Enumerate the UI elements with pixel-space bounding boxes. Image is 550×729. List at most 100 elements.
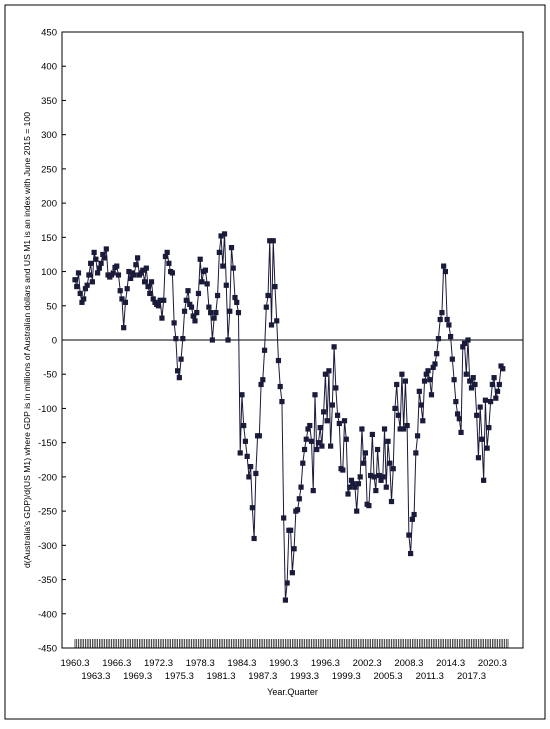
data-point [376, 472, 382, 479]
data-point [288, 527, 294, 533]
data-point [265, 292, 271, 299]
data-point [369, 431, 375, 438]
data-point [155, 303, 162, 309]
data-point [98, 260, 104, 266]
data-point [366, 503, 372, 509]
x-tick-label: 1993.3 [290, 671, 319, 682]
data-point [284, 580, 290, 586]
data-point [456, 416, 462, 422]
data-point [159, 315, 165, 321]
data-point [314, 446, 320, 453]
x-tick-label: 2002.3 [353, 658, 382, 669]
data-point [326, 368, 332, 374]
data-point [439, 310, 445, 316]
data-point [368, 472, 374, 479]
data-point [148, 279, 155, 285]
x-tick-label: 1990.3 [269, 658, 298, 669]
data-point [214, 292, 221, 299]
data-point [89, 279, 95, 285]
data-point [312, 392, 318, 398]
data-point [289, 570, 295, 576]
data-point [345, 491, 351, 497]
data-point [458, 429, 464, 435]
data-point [394, 381, 400, 388]
data-point [467, 378, 473, 384]
data-point [310, 487, 316, 494]
data-point [444, 316, 450, 323]
data-point [307, 422, 313, 429]
data-point [192, 318, 198, 324]
data-point [454, 411, 461, 417]
data-point [209, 337, 215, 343]
data-point [448, 333, 454, 340]
data-point [135, 255, 141, 261]
data-point [322, 371, 329, 377]
data-point [348, 477, 355, 483]
data-point [253, 470, 259, 477]
y-tick-label: 50 [46, 301, 57, 312]
data-point [390, 466, 396, 472]
data-point [206, 304, 212, 310]
data-point [404, 422, 410, 429]
data-point [453, 399, 459, 405]
data-point [341, 418, 348, 424]
series-line [74, 233, 504, 601]
data-point [427, 377, 433, 383]
data-point [408, 550, 414, 557]
data-point [329, 402, 335, 408]
data-point [418, 402, 424, 408]
data-series [72, 231, 506, 603]
y-tick-label: 0 [52, 336, 57, 347]
data-point [362, 450, 369, 456]
data-point [334, 412, 341, 418]
data-point [359, 426, 365, 432]
data-point [481, 477, 487, 483]
data-point [442, 268, 448, 275]
y-tick-label: -350 [38, 575, 57, 586]
data-point [468, 385, 475, 391]
data-point [434, 351, 440, 357]
data-point [331, 344, 337, 350]
data-point [300, 460, 306, 466]
data-point [150, 296, 156, 302]
data-point [336, 420, 342, 427]
y-axis: 450 400 350 300 250 200 150 100 50 0 -50 -100 -150 -2… [38, 28, 66, 655]
data-point [86, 272, 92, 278]
data-point [75, 270, 82, 276]
x-axis-label: Year.Quarter [267, 687, 318, 697]
data-point [91, 249, 97, 255]
data-point [381, 426, 388, 432]
x-tick-label: 1999.3 [332, 671, 361, 682]
data-point [423, 371, 429, 377]
data-point [402, 378, 408, 384]
data-point [175, 368, 181, 374]
data-point [124, 286, 130, 292]
x-tick-label: 1984.3 [227, 658, 256, 669]
data-point [451, 377, 457, 383]
data-point [246, 474, 252, 480]
data-point [166, 260, 172, 266]
data-point [176, 375, 182, 381]
data-point [352, 484, 358, 490]
data-point [114, 263, 120, 269]
data-point [374, 446, 381, 453]
data-point [388, 498, 395, 505]
data-point [110, 270, 116, 276]
data-point [409, 516, 415, 522]
data-point [493, 395, 499, 401]
x-tick-label: 2014.3 [436, 658, 465, 669]
y-tick-label: -300 [38, 541, 57, 552]
data-point [228, 245, 235, 251]
data-point [308, 438, 315, 444]
y-tick-label: 250 [41, 164, 57, 175]
y-tick-label: -400 [38, 609, 57, 620]
data-point [101, 255, 108, 261]
data-point [414, 433, 421, 439]
y-tick-label: -150 [38, 438, 57, 449]
data-point [275, 357, 282, 364]
data-point [401, 426, 407, 432]
data-point [115, 272, 122, 278]
data-point [117, 288, 123, 294]
data-point [242, 438, 249, 444]
